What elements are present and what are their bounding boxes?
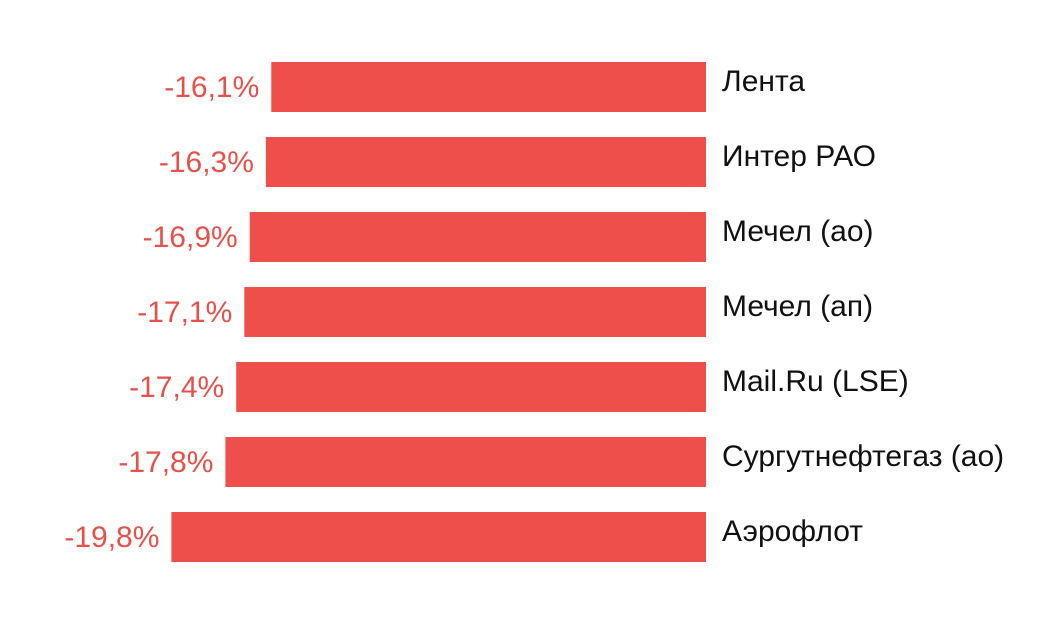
- category-label-7: Аэрофлот: [722, 515, 863, 548]
- value-labels-group: -16,1% -16,3% -16,9% -17,1% -17,4% -17,8% -19,…: [64, 71, 259, 554]
- data-label-3: -16,9%: [143, 221, 238, 254]
- category-labels-group: Лента Интер РАО Мечел (ао) Мечел (ап) Mail.R…: [722, 65, 1004, 548]
- data-label-1: -16,1%: [164, 71, 259, 104]
- bar-7: [171, 512, 706, 562]
- data-label-6: -17,8%: [118, 446, 213, 479]
- category-label-5: Mail.Ru (LSE): [722, 365, 909, 398]
- bars-group: [171, 62, 707, 562]
- bar-1: [271, 62, 706, 112]
- data-label-4: -17,1%: [137, 296, 232, 329]
- category-label-1: Лента: [722, 65, 805, 98]
- category-label-3: Мечел (ао): [722, 215, 874, 248]
- category-label-4: Мечел (ап): [722, 290, 873, 323]
- data-label-5: -17,4%: [129, 371, 224, 404]
- data-label-2: -16,3%: [159, 146, 254, 179]
- bar-4: [244, 287, 707, 337]
- category-label-2: Интер РАО: [722, 140, 876, 173]
- data-label-7: -19,8%: [64, 521, 159, 554]
- bar-3: [249, 212, 706, 262]
- category-label-6: Сургутнефтегаз (ао): [722, 440, 1004, 473]
- bar-6: [225, 437, 706, 487]
- bar-2: [265, 137, 706, 187]
- bar-5: [236, 362, 706, 412]
